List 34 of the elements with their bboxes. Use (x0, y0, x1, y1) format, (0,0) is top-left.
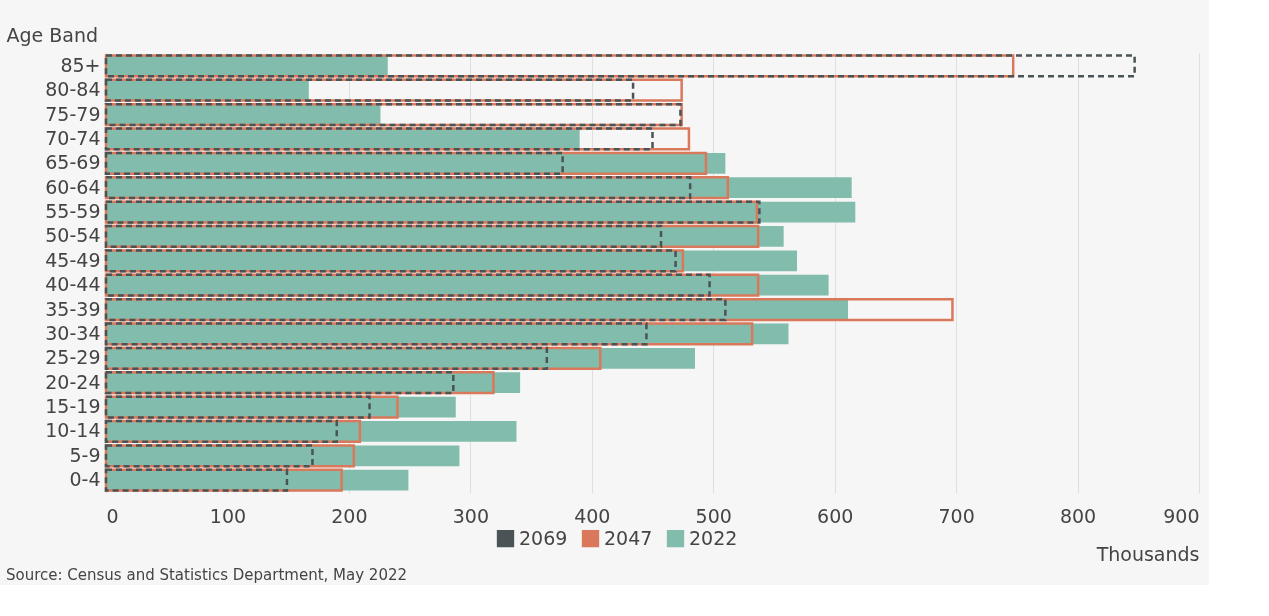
y-tick-label: 65-69 (45, 151, 101, 174)
x-tick-label: 600 (817, 504, 854, 527)
x-tick-label: 100 (209, 504, 247, 527)
source-note: Source: Census and Statistics Department, May 2022 (6, 566, 408, 584)
y-tick-label: 20-24 (45, 370, 101, 393)
y-tick-label: 35-39 (45, 297, 101, 320)
y-tick-label: 10-14 (45, 419, 101, 442)
legend-label: 2047 (604, 526, 653, 549)
y-tick-label: 70-74 (45, 126, 101, 149)
y-tick-label: 80-84 (45, 78, 101, 101)
y-tick-label: 75-79 (45, 102, 101, 125)
x-tick-label: 300 (452, 504, 489, 527)
y-tick-label: 40-44 (45, 273, 101, 296)
x-tick-label: 0 (106, 504, 119, 527)
y-tick-label: 5-9 (69, 443, 101, 466)
y-axis-title: Age Band (6, 23, 99, 46)
y-tick-label: 50-54 (45, 224, 101, 247)
legend-label: 2069 (519, 526, 568, 549)
y-tick-label: 15-19 (45, 395, 101, 418)
y-tick-label: 45-49 (45, 248, 101, 271)
x-tick-label: 800 (1059, 504, 1097, 527)
y-tick-label: 55-59 (45, 200, 101, 223)
x-tick-label: 900 (1163, 504, 1200, 527)
legend-label: 2022 (689, 526, 738, 549)
x-tick-label: 700 (938, 504, 975, 527)
y-tick-label: 30-34 (45, 321, 101, 344)
y-tick-label: 85+ (60, 53, 101, 76)
x-tick-label: 200 (331, 504, 368, 527)
x-tick-label: 500 (695, 504, 732, 527)
y-tick-label: 25-29 (45, 346, 101, 369)
y-tick-label: 0-4 (69, 468, 101, 491)
y-tick-label: 60-64 (45, 175, 101, 198)
x-tick-label: 400 (574, 504, 611, 527)
x-axis-title: Thousands (1095, 542, 1200, 565)
